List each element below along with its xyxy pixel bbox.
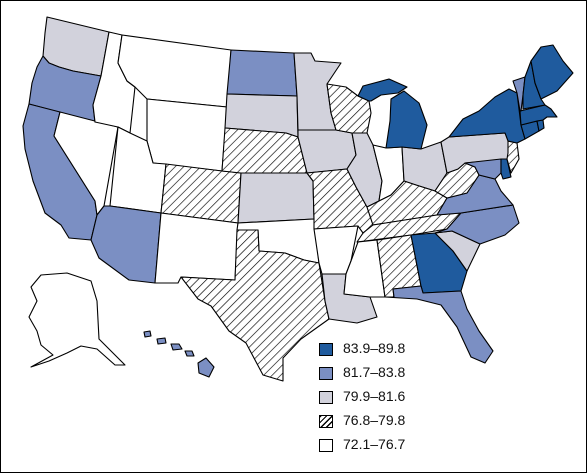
legend-label: 81.7–83.8 [343, 364, 406, 380]
legend-swatch-3 [319, 391, 333, 404]
state-mt [117, 34, 232, 108]
legend-swatch-4 [319, 415, 333, 428]
state-az [90, 205, 162, 284]
state-mi [357, 78, 428, 150]
state-nm [154, 212, 239, 284]
state-tx [180, 229, 330, 382]
legend-label: 79.9–81.6 [343, 388, 406, 404]
legend-label: 83.9–89.8 [343, 340, 406, 356]
state-ks [237, 172, 315, 224]
state-ma [519, 104, 558, 126]
state-ny [448, 88, 526, 144]
state-de [500, 158, 512, 180]
state-ak [28, 272, 126, 368]
state-nd [226, 49, 298, 97]
state-wy [146, 98, 228, 172]
legend-swatch-5 [319, 439, 333, 452]
legend-swatch-2 [319, 367, 333, 380]
legend-swatch-1 [319, 343, 333, 356]
state-wi [326, 83, 372, 134]
state-ia [297, 129, 357, 174]
legend-label: 76.8–79.8 [343, 412, 406, 428]
state-fl [384, 285, 494, 364]
legend-label: 72.1–76.7 [343, 436, 406, 452]
state-me [530, 44, 574, 100]
state-hi [143, 330, 215, 378]
